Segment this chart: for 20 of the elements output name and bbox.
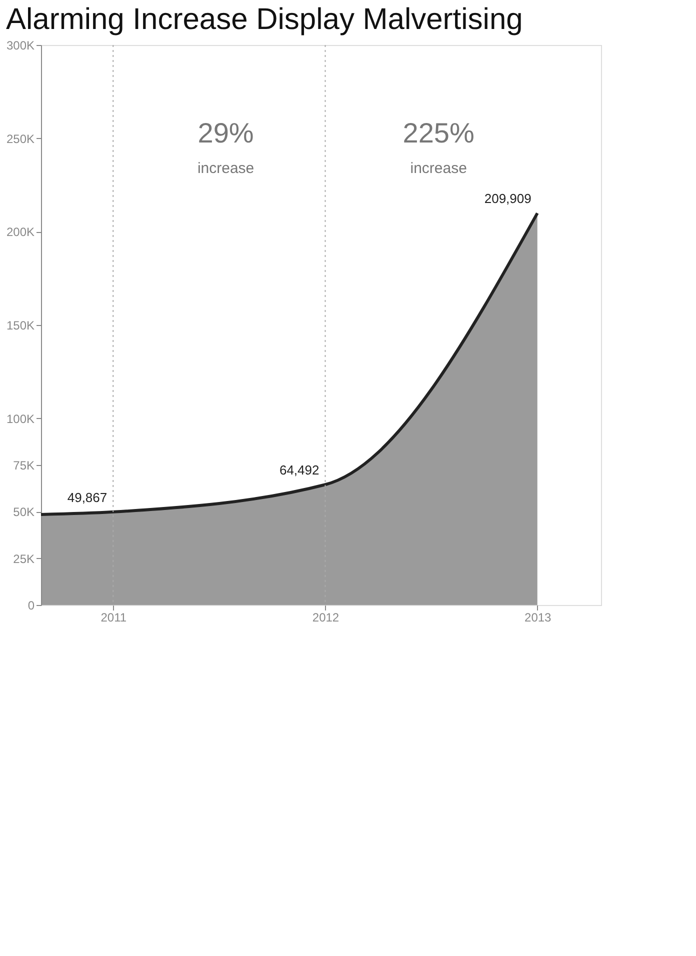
x-tick-label: 2012 <box>312 610 340 624</box>
annotation: increase <box>197 160 254 178</box>
annotation: increase <box>410 160 467 178</box>
annotation: 225% <box>402 118 474 149</box>
y-tick-label: 50K <box>13 505 34 520</box>
y-tick-label: 300K <box>6 38 34 52</box>
y-tick-label: 25K <box>13 552 34 566</box>
y-tick-label: 75K <box>13 458 34 472</box>
y-tick-label: 250K <box>6 132 34 146</box>
data-label: 64,492 <box>279 462 320 478</box>
y-tick-label: 200K <box>6 225 34 240</box>
x-tick-label: 2013 <box>524 610 552 624</box>
x-tick-label: 2011 <box>100 610 127 624</box>
y-tick-label: 0 <box>28 598 35 612</box>
chart-title: Alarming Increase Display Malvertising <box>6 3 523 36</box>
data-label: 209,909 <box>484 191 532 206</box>
y-tick-label: 150K <box>6 318 34 332</box>
data-label: 49,867 <box>67 490 108 505</box>
annotation: 29% <box>198 118 254 149</box>
y-tick-label: 100K <box>6 412 34 426</box>
